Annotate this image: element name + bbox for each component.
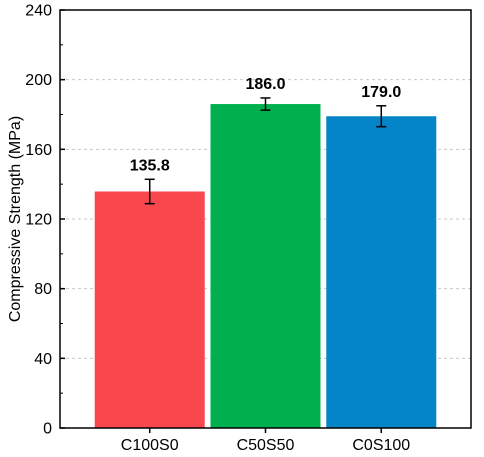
y-tick-label-160: 160 — [25, 142, 52, 159]
y-tick-label-200: 200 — [25, 72, 52, 89]
error-bars — [144, 97, 387, 205]
data-label-c100s0: 135.8 — [130, 157, 170, 174]
y-tick-label-0: 0 — [43, 421, 52, 438]
data-label-c50s50: 186.0 — [245, 76, 285, 93]
error-bar-c50s50 — [260, 97, 271, 111]
y-tick-label-120: 120 — [25, 212, 52, 229]
bar-c0s100 — [326, 116, 437, 428]
y-axis-title: Compressive Strength (MPa) — [7, 116, 24, 322]
error-bar-c0s100 — [376, 105, 387, 128]
data-labels: 135.8 186.0 179.0 — [130, 76, 402, 174]
bars — [94, 104, 437, 429]
x-tick-label-c100s0: C100S0 — [121, 437, 179, 454]
bar-c50s50 — [210, 104, 321, 429]
y-tick-label-40: 40 — [34, 351, 52, 368]
x-tick-label-c0s100: C0S100 — [352, 437, 410, 454]
y-tick-label-240: 240 — [25, 3, 52, 20]
y-tick-label-80: 80 — [34, 281, 52, 298]
data-label-c0s100: 179.0 — [361, 84, 401, 101]
axis-ticks: 0 40 80 120 160 200 240 C100S0 C50S50 C0S100 — [25, 3, 410, 455]
bar-c100s0 — [94, 191, 205, 428]
x-tick-label-c50s50: C50S50 — [237, 437, 295, 454]
error-bar-c100s0 — [144, 178, 155, 205]
